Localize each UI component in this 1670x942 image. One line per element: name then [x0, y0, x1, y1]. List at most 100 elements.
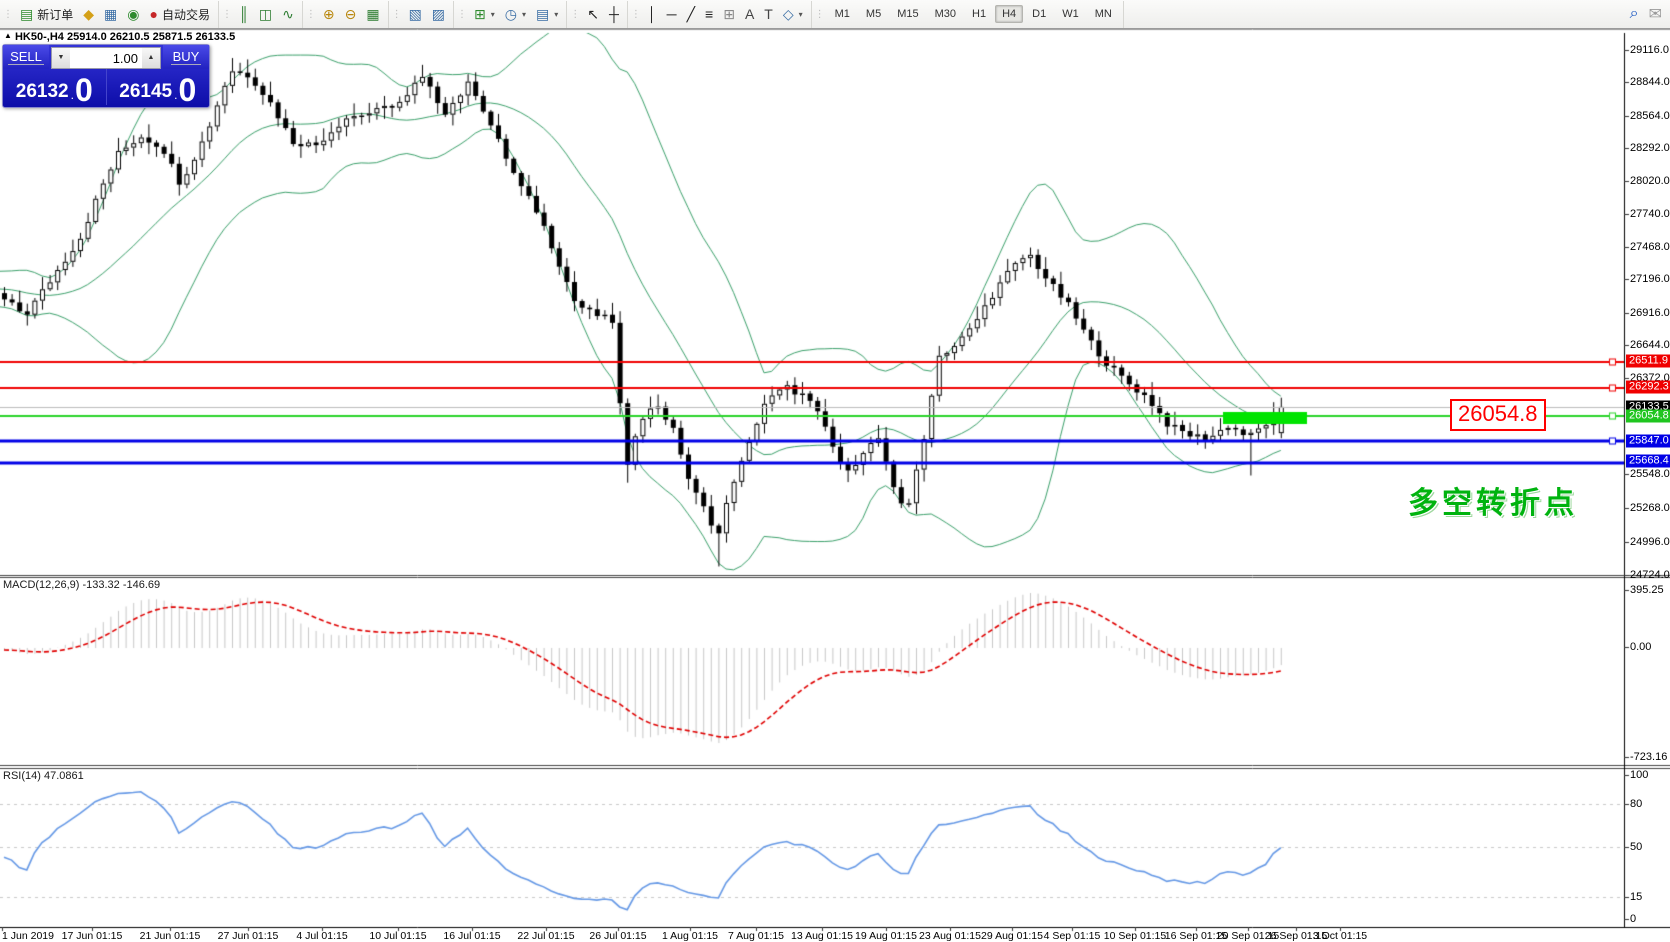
text-label-icon[interactable]: T: [760, 5, 777, 23]
price-line-label: 26292.3: [1626, 380, 1670, 394]
quote-low: 25871.5: [152, 31, 193, 43]
candlestick-chart-icon: ◫: [258, 6, 273, 22]
time-axis-label: 29 Aug 01:15: [981, 930, 1043, 942]
dropdown-arrow-icon[interactable]: ▾: [798, 9, 803, 19]
price-callout-box[interactable]: 26054.8: [1450, 399, 1546, 431]
toolbar-group: ▧▨: [389, 0, 455, 28]
market-watch-icon[interactable]: ▦: [100, 5, 121, 23]
candlestick-chart-icon[interactable]: ◫: [255, 5, 276, 23]
horizontal-line-icon: ─: [666, 6, 677, 22]
search-icon[interactable]: ⌕: [1629, 5, 1639, 22]
line-chart-icon[interactable]: ∿: [278, 5, 298, 23]
price-axis-label: 25268.0: [1630, 502, 1670, 514]
time-axis-label: 4 Jul 01:15: [296, 930, 348, 942]
toolbar-group: ⊕ ⊖ ▦: [303, 0, 389, 28]
price-axis-label: 26644.0: [1630, 339, 1670, 351]
buy-button[interactable]: BUY: [163, 45, 209, 69]
timeframe-m1[interactable]: M1: [834, 8, 850, 20]
time-axis-label: 26 Jul 01:15: [589, 930, 647, 942]
trendline-icon: ╱: [686, 6, 696, 22]
time-axis-label: 27 Jun 01:15: [217, 930, 279, 942]
tile-windows-icon: ▦: [366, 6, 380, 22]
bar-chart-icon[interactable]: ║: [235, 5, 253, 23]
crosshair-icon: ┼: [609, 6, 619, 22]
price-axis-label: 25548.0: [1630, 468, 1670, 480]
time-axis-label: 16 Sep 01:15: [1164, 930, 1228, 942]
time-axis-label: 20 Sep 01:15: [1216, 930, 1280, 942]
indicators-icon[interactable]: ▧: [405, 5, 426, 23]
timeframe-m15[interactable]: M15: [897, 8, 919, 20]
zoom-in-icon[interactable]: ⊕: [319, 5, 339, 23]
fibonacci-icon[interactable]: ≡: [701, 5, 717, 23]
symbol-quote-line: ▲ HK50-,H4 25914.0 26210.5 25871.5 26133…: [4, 31, 235, 43]
price-line-label: 25668.4: [1626, 454, 1670, 468]
timeframe-group: M1 M5 M15 M30 H1 H4 D1 W1 MN: [812, 0, 1124, 28]
price-line-label: 26511.9: [1626, 354, 1670, 368]
volume-input[interactable]: [70, 48, 142, 68]
time-axis-label: 13 Aug 01:15: [791, 930, 853, 942]
periods-button[interactable]: ◷ ▾: [501, 5, 530, 23]
crosshair-icon[interactable]: ┼: [605, 5, 623, 23]
time-axis-label: 7 Aug 01:15: [727, 930, 785, 942]
vertical-line-icon[interactable]: │: [644, 5, 661, 23]
templates-button[interactable]: ▤ ▾: [532, 5, 562, 23]
chart-shift-icon[interactable]: ◆: [79, 5, 98, 23]
rsi-axis-label: 15: [1630, 891, 1643, 903]
grid-icon[interactable]: ⊞: [719, 5, 739, 23]
auto-trading-button[interactable]: ● 自动交易: [145, 4, 213, 25]
toolbar-group: ⊞▾◷▾▤▾: [454, 0, 568, 28]
toolbar-group: │ ─ ╱ ≡⊞ AT◇▾: [628, 0, 812, 28]
sell-price[interactable]: 26132 . 0: [3, 69, 107, 106]
trendline-icon[interactable]: ╱: [683, 5, 699, 23]
cursor-icon[interactable]: ↖: [583, 5, 603, 23]
signals-icon[interactable]: ◉: [123, 5, 143, 23]
price-axis-label: 26916.0: [1630, 307, 1670, 319]
macd-axis-label: -723.16: [1630, 751, 1668, 763]
chat-icon[interactable]: ✉: [1648, 6, 1662, 23]
volume-increase-button[interactable]: ▲: [142, 48, 160, 68]
price-line-label: 25847.0: [1626, 434, 1670, 448]
time-axis-label: 4 Sep 01:15: [1043, 930, 1101, 942]
dropdown-arrow-icon[interactable]: ▾: [554, 9, 559, 19]
tile-windows-icon[interactable]: ▦: [362, 5, 383, 23]
toolbar-right-icons: ⌕ ✉: [1630, 4, 1670, 24]
dropdown-arrow-icon[interactable]: ▾: [522, 9, 527, 19]
rsi-axis-label: 50: [1630, 841, 1643, 853]
symbol-name: HK50-,H4: [14, 31, 64, 43]
dropdown-arrow-icon[interactable]: ▾: [490, 9, 495, 19]
timeframe-d1[interactable]: D1: [1032, 8, 1047, 20]
up-triangle-icon: ▲: [4, 31, 12, 40]
chinese-annotation[interactable]: 多空转折点: [1408, 487, 1578, 520]
timeframe-h1[interactable]: H1: [972, 8, 987, 20]
sell-button[interactable]: SELL: [3, 45, 49, 69]
quote-open: 25914.0: [66, 31, 107, 43]
add-indicator-icon: ⊞: [474, 6, 486, 22]
text-icon: A: [744, 6, 755, 22]
time-axis-label: 26 Sep 01:15: [1264, 930, 1328, 942]
periods-icon: ◷: [504, 6, 517, 22]
volume-decrease-button[interactable]: ▼: [52, 48, 70, 68]
time-axis-label: 19 Aug 01:15: [855, 930, 917, 942]
rsi-indicator-label: RSI(14) 47.0861: [3, 770, 84, 782]
timeframe-m30[interactable]: M30: [934, 8, 957, 20]
indicators-icon: ▧: [408, 6, 422, 22]
timeframe-h4[interactable]: H4: [995, 5, 1024, 23]
timeframe-m5[interactable]: M5: [865, 8, 882, 20]
rsi-axis-label: 80: [1630, 798, 1643, 810]
add-indicator-button[interactable]: ⊞▾: [470, 5, 499, 23]
objects-list-icon[interactable]: ▨: [428, 5, 449, 23]
shapes-icon[interactable]: ◇ ▾: [779, 5, 807, 23]
text-icon[interactable]: A: [741, 5, 758, 23]
timeframe-w1[interactable]: W1: [1062, 8, 1079, 20]
zoom-out-icon[interactable]: ⊖: [341, 5, 361, 23]
timeframe-mn[interactable]: MN: [1094, 8, 1112, 20]
templates-icon: ▤: [536, 6, 550, 22]
buy-price[interactable]: 26145 . 0: [119, 72, 197, 108]
horizontal-line-icon[interactable]: ─: [663, 5, 681, 23]
price-axis-label: 28844.0: [1630, 76, 1670, 88]
price-axis-label: 28020.0: [1630, 175, 1670, 187]
price-axis-label: 28564.0: [1630, 110, 1670, 122]
new-order-button[interactable]: ▤新订单: [16, 4, 77, 25]
